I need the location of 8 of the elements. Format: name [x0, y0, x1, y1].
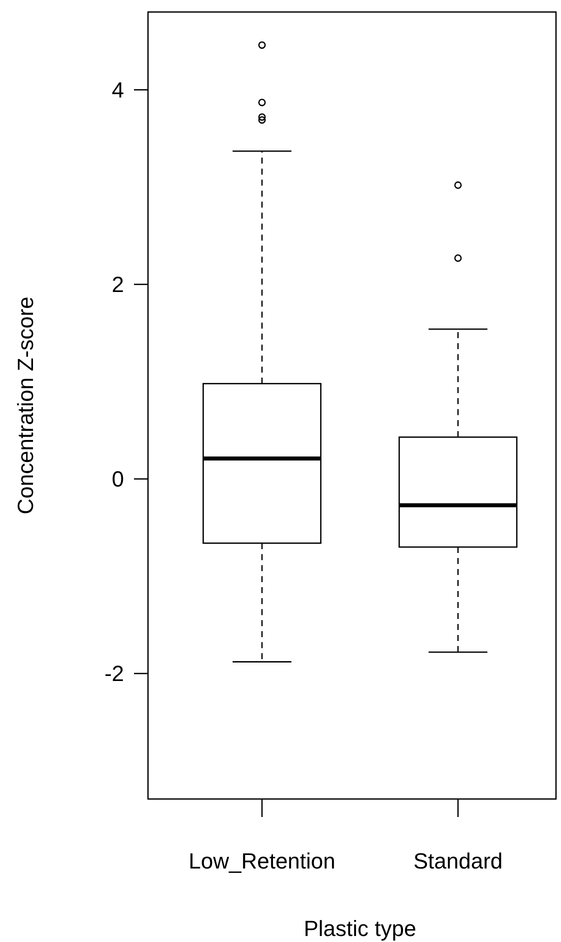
- x-axis-title: Plastic type: [304, 916, 416, 941]
- y-tick-label: 0: [112, 466, 124, 492]
- y-axis-title: Concentration Z-score: [13, 296, 38, 514]
- y-tick-label: -2: [104, 661, 124, 686]
- y-tick-label: 2: [112, 272, 124, 298]
- y-tick-label: 4: [112, 78, 124, 103]
- x-tick-label: Low_Retention: [188, 848, 336, 874]
- x-tick-label: Standard: [413, 848, 503, 874]
